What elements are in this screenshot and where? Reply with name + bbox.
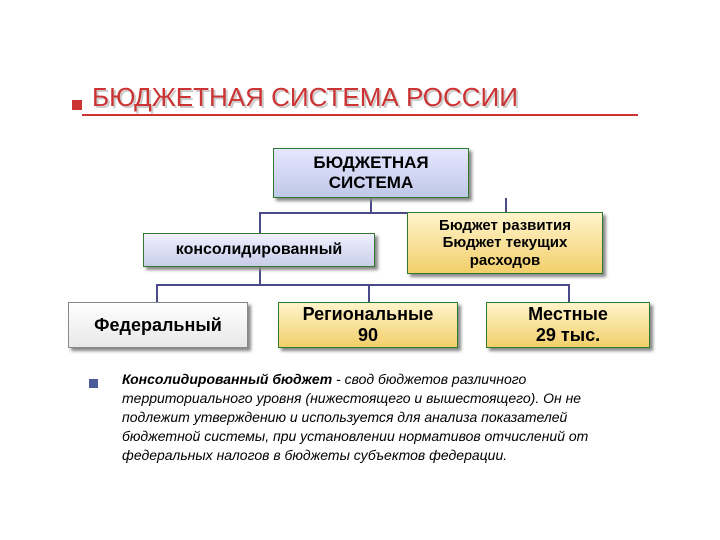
conn-cons-down	[259, 267, 261, 284]
page-title: БЮДЖЕТНАЯ СИСТЕМА РОССИИ	[92, 82, 518, 113]
box-root-line2: СИСТЕМА	[329, 173, 414, 192]
title-underline	[82, 114, 638, 116]
box-dev-line2: Бюджет текущих	[443, 234, 568, 251]
box-reg-line1: Региональные	[303, 304, 434, 324]
paragraph: Консолидированный бюджет - свод бюджетов…	[122, 370, 638, 464]
box-local: Местные 29 тыс.	[486, 302, 650, 348]
box-root: БЮДЖЕТНАЯ СИСТЕМА	[273, 148, 469, 198]
conn-to-loc	[568, 284, 570, 302]
conn-to-dev	[505, 198, 507, 212]
box-dev-line3: расходов	[470, 252, 541, 269]
paragraph-term: Консолидированный бюджет	[122, 371, 332, 387]
box-dev-line1: Бюджет развития	[439, 217, 571, 234]
bullet-icon	[89, 379, 98, 388]
title-text: БЮДЖЕТНАЯ СИСТЕМА РОССИИ	[92, 82, 518, 112]
box-loc-line1: Местные	[528, 304, 608, 324]
box-federal: Федеральный	[68, 302, 248, 348]
title-marker	[72, 100, 82, 110]
box-development: Бюджет развития Бюджет текущих расходов	[407, 212, 603, 274]
conn-to-reg	[368, 284, 370, 302]
box-loc-line2: 29 тыс.	[536, 325, 600, 345]
conn-to-fed	[156, 284, 158, 302]
box-consolidated-text: консолидированный	[176, 241, 342, 259]
box-regional: Региональные 90	[278, 302, 458, 348]
box-root-line1: БЮДЖЕТНАЯ	[313, 153, 428, 172]
box-reg-line2: 90	[358, 325, 378, 345]
box-federal-text: Федеральный	[94, 315, 222, 336]
conn-h2	[156, 284, 568, 286]
conn-to-cons	[259, 212, 261, 233]
conn-root-down	[370, 198, 372, 212]
box-consolidated: консолидированный	[143, 233, 375, 267]
